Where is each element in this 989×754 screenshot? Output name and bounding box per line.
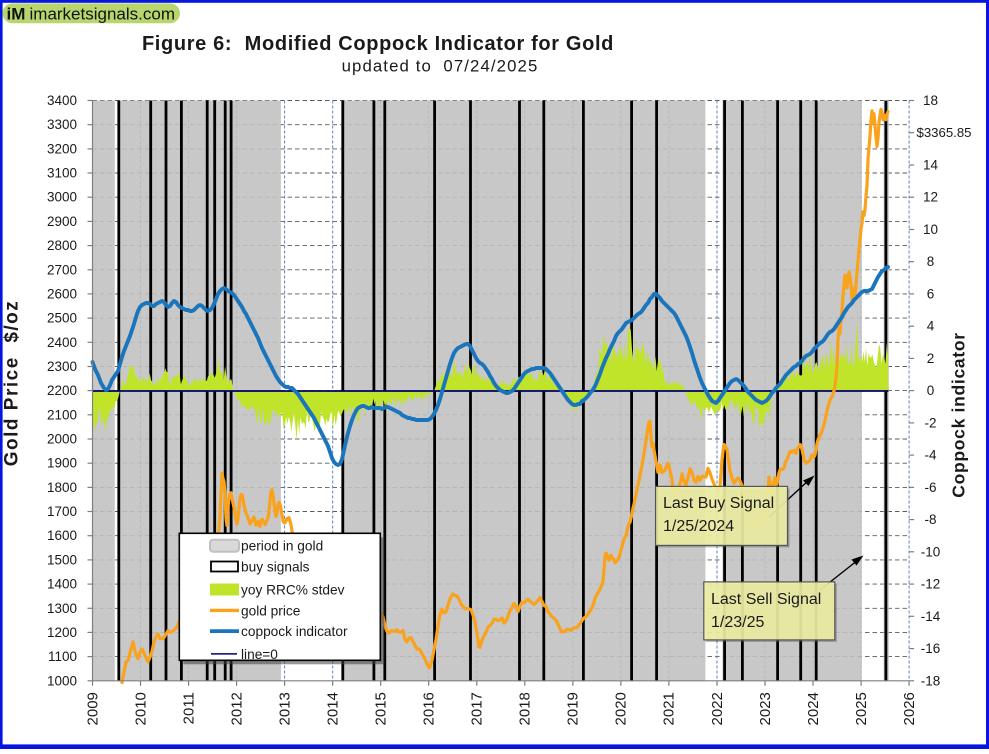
svg-text:3100: 3100 <box>47 166 77 181</box>
svg-text:2500: 2500 <box>47 311 77 326</box>
svg-text:12: 12 <box>923 190 938 205</box>
svg-text:imarketsignals.com: imarketsignals.com <box>30 5 176 24</box>
svg-text:2024: 2024 <box>805 692 822 725</box>
svg-text:2010: 2010 <box>132 692 149 725</box>
svg-text:10: 10 <box>923 222 938 237</box>
svg-text:1600: 1600 <box>47 528 77 543</box>
svg-text:Gold Price $/oz: Gold Price $/oz <box>2 300 23 467</box>
svg-text:3300: 3300 <box>47 117 77 132</box>
svg-text:yoy RRC% stdev: yoy RRC% stdev <box>241 583 345 598</box>
svg-text:6: 6 <box>927 286 935 301</box>
svg-text:3200: 3200 <box>47 141 77 156</box>
svg-text:-8: -8 <box>924 512 936 527</box>
svg-text:2018: 2018 <box>517 692 534 725</box>
svg-text:1300: 1300 <box>47 601 77 616</box>
svg-text:Last Buy Signal: Last Buy Signal <box>663 495 774 512</box>
svg-text:2021: 2021 <box>661 692 678 725</box>
svg-text:1100: 1100 <box>48 649 77 664</box>
svg-text:-2: -2 <box>924 415 936 430</box>
svg-text:1/23/25: 1/23/25 <box>711 614 764 631</box>
svg-text:2011: 2011 <box>180 692 197 724</box>
svg-text:2022: 2022 <box>709 692 726 725</box>
svg-text:2023: 2023 <box>757 692 774 725</box>
svg-text:2: 2 <box>927 351 935 366</box>
svg-text:2015: 2015 <box>373 692 390 725</box>
svg-text:18: 18 <box>923 93 938 108</box>
svg-text:4: 4 <box>927 319 935 334</box>
svg-text:Coppock indicator: Coppock indicator <box>949 332 969 498</box>
svg-text:period in gold: period in gold <box>241 539 323 554</box>
svg-text:2013: 2013 <box>276 692 293 725</box>
svg-text:1/25/2024: 1/25/2024 <box>663 518 734 535</box>
svg-text:1800: 1800 <box>47 480 77 495</box>
svg-text:2017: 2017 <box>469 692 486 725</box>
svg-text:2600: 2600 <box>47 286 77 301</box>
svg-text:-6: -6 <box>924 480 936 495</box>
svg-text:Figure 6: Modified Coppock In: Figure 6: Modified Coppock Indicator for… <box>142 33 614 55</box>
svg-text:0: 0 <box>927 383 935 398</box>
svg-text:-14: -14 <box>921 609 941 624</box>
svg-text:14: 14 <box>923 158 939 173</box>
svg-text:8: 8 <box>927 254 935 269</box>
svg-text:-4: -4 <box>924 448 936 463</box>
svg-text:-18: -18 <box>921 673 941 688</box>
svg-text:iM: iM <box>7 5 26 24</box>
svg-text:coppock indicator: coppock indicator <box>241 624 348 639</box>
svg-text:2014: 2014 <box>325 692 342 725</box>
svg-text:2400: 2400 <box>47 335 77 350</box>
svg-text:2700: 2700 <box>47 262 77 277</box>
svg-text:$3365.85: $3365.85 <box>917 125 972 140</box>
svg-text:2100: 2100 <box>47 407 77 422</box>
svg-text:line=0: line=0 <box>241 647 278 662</box>
svg-text:1400: 1400 <box>47 577 77 592</box>
svg-text:2900: 2900 <box>47 214 77 229</box>
svg-text:Last Sell Signal: Last Sell Signal <box>711 591 821 608</box>
svg-text:-10: -10 <box>921 544 941 559</box>
svg-text:1000: 1000 <box>47 673 77 688</box>
svg-text:2000: 2000 <box>47 432 77 447</box>
svg-text:-12: -12 <box>921 577 941 592</box>
svg-text:updated to 07/24/2025: updated to 07/24/2025 <box>342 57 539 76</box>
svg-text:2800: 2800 <box>47 238 77 253</box>
svg-text:3400: 3400 <box>47 93 77 108</box>
svg-text:2020: 2020 <box>613 692 630 725</box>
svg-text:1200: 1200 <box>47 625 77 640</box>
svg-text:-16: -16 <box>921 641 941 656</box>
svg-text:2009: 2009 <box>84 692 101 725</box>
svg-text:3000: 3000 <box>47 190 77 205</box>
svg-text:1700: 1700 <box>47 504 77 519</box>
svg-text:2300: 2300 <box>47 359 77 374</box>
svg-text:2012: 2012 <box>228 692 245 725</box>
svg-text:2025: 2025 <box>853 692 870 725</box>
svg-text:2026: 2026 <box>901 692 918 725</box>
svg-text:buy signals: buy signals <box>241 560 310 575</box>
svg-text:gold price: gold price <box>241 603 300 618</box>
svg-text:1500: 1500 <box>47 552 77 567</box>
svg-text:2200: 2200 <box>47 383 77 398</box>
svg-text:2016: 2016 <box>421 692 438 725</box>
svg-text:2019: 2019 <box>565 692 582 725</box>
svg-text:1900: 1900 <box>47 456 77 471</box>
